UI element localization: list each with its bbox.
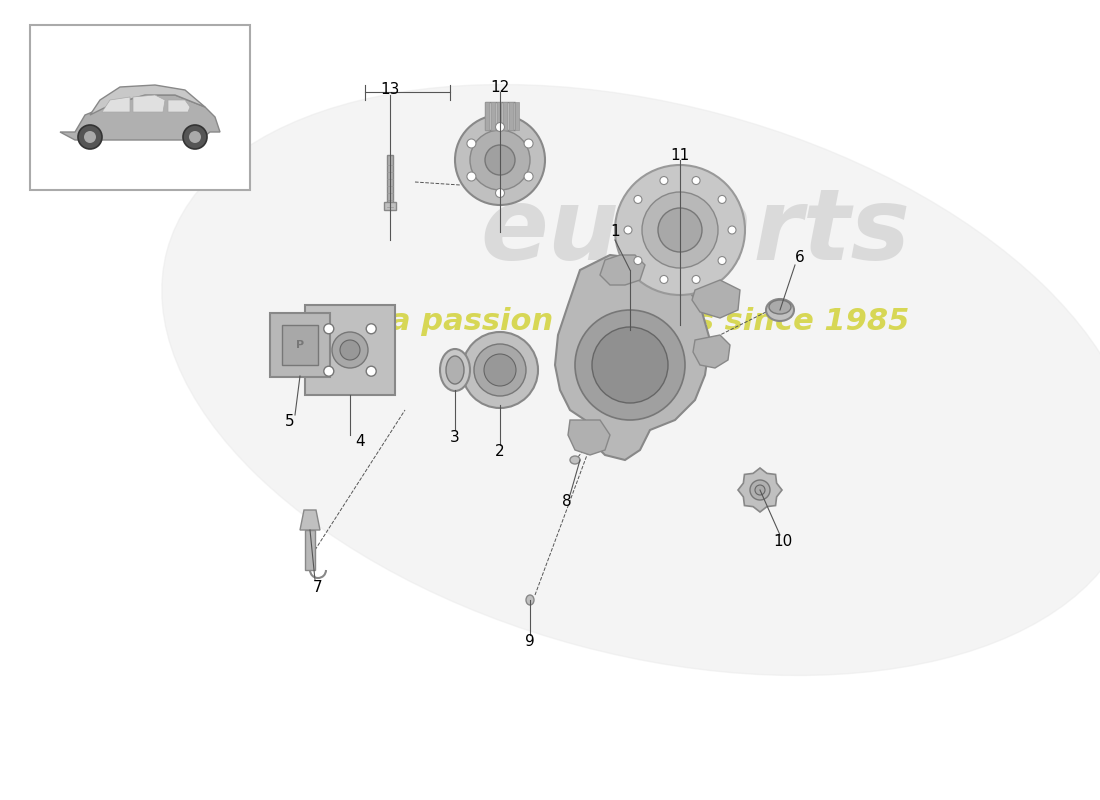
Bar	[497, 102, 500, 130]
Circle shape	[692, 177, 700, 185]
Text: 13: 13	[381, 82, 399, 98]
Text: 6: 6	[795, 250, 805, 265]
Circle shape	[323, 366, 333, 376]
Circle shape	[658, 208, 702, 252]
Circle shape	[728, 226, 736, 234]
Text: 4: 4	[355, 434, 365, 450]
Circle shape	[474, 344, 526, 396]
Text: euro: euro	[480, 184, 737, 281]
Text: 1: 1	[610, 225, 619, 239]
Circle shape	[660, 275, 668, 283]
Circle shape	[634, 257, 642, 265]
Polygon shape	[600, 255, 645, 285]
Polygon shape	[102, 97, 130, 112]
Circle shape	[495, 189, 505, 198]
Circle shape	[340, 340, 360, 360]
Polygon shape	[738, 468, 782, 512]
Ellipse shape	[769, 300, 791, 314]
Circle shape	[78, 125, 102, 149]
Text: 2: 2	[495, 445, 505, 459]
Circle shape	[183, 125, 207, 149]
Bar	[305, 530, 315, 570]
Circle shape	[755, 485, 764, 495]
Circle shape	[615, 165, 745, 295]
Polygon shape	[693, 335, 730, 368]
Circle shape	[592, 327, 668, 403]
Circle shape	[484, 354, 516, 386]
Bar	[282, 325, 318, 365]
Polygon shape	[556, 255, 710, 460]
Circle shape	[718, 195, 726, 203]
Circle shape	[660, 177, 668, 185]
Text: 10: 10	[773, 534, 793, 550]
Polygon shape	[60, 95, 220, 140]
Circle shape	[524, 172, 534, 181]
Polygon shape	[692, 280, 740, 318]
Circle shape	[455, 115, 544, 205]
Circle shape	[692, 275, 700, 283]
Circle shape	[366, 366, 376, 376]
Circle shape	[366, 324, 376, 334]
Circle shape	[524, 139, 534, 148]
Ellipse shape	[526, 595, 534, 605]
Circle shape	[462, 332, 538, 408]
Text: 5: 5	[285, 414, 295, 430]
Ellipse shape	[766, 299, 794, 321]
Ellipse shape	[162, 85, 1100, 675]
Polygon shape	[300, 510, 320, 530]
Bar	[270, 313, 330, 377]
Text: P: P	[296, 340, 304, 350]
Circle shape	[575, 310, 685, 420]
Text: 8: 8	[562, 494, 572, 510]
Circle shape	[189, 131, 201, 143]
Ellipse shape	[446, 356, 464, 384]
Bar	[485, 102, 515, 130]
Text: Parts: Parts	[620, 184, 911, 281]
Bar	[305, 305, 395, 395]
Bar	[509, 102, 513, 130]
Circle shape	[323, 324, 333, 334]
Polygon shape	[568, 420, 611, 455]
Circle shape	[642, 192, 718, 268]
Bar	[491, 102, 495, 130]
Circle shape	[634, 195, 642, 203]
Ellipse shape	[440, 349, 470, 391]
Text: 7: 7	[314, 579, 322, 594]
Polygon shape	[168, 100, 190, 112]
Circle shape	[466, 139, 476, 148]
Text: 9: 9	[525, 634, 535, 650]
Text: 12: 12	[491, 79, 509, 94]
Circle shape	[466, 172, 476, 181]
Bar	[515, 102, 519, 130]
Bar	[503, 102, 507, 130]
Circle shape	[624, 226, 632, 234]
Circle shape	[332, 332, 368, 368]
Text: 11: 11	[670, 147, 690, 162]
Circle shape	[470, 130, 530, 190]
Circle shape	[750, 480, 770, 500]
Bar	[485, 102, 490, 130]
Circle shape	[485, 145, 515, 175]
Polygon shape	[90, 85, 205, 115]
Text: a passion for parts since 1985: a passion for parts since 1985	[390, 307, 910, 336]
Bar	[387, 155, 393, 205]
Ellipse shape	[570, 456, 580, 464]
Bar	[30, 25, 250, 190]
Circle shape	[84, 131, 96, 143]
Bar	[384, 202, 396, 210]
Text: 3: 3	[450, 430, 460, 446]
Circle shape	[495, 122, 505, 131]
Circle shape	[718, 257, 726, 265]
Polygon shape	[133, 95, 165, 112]
